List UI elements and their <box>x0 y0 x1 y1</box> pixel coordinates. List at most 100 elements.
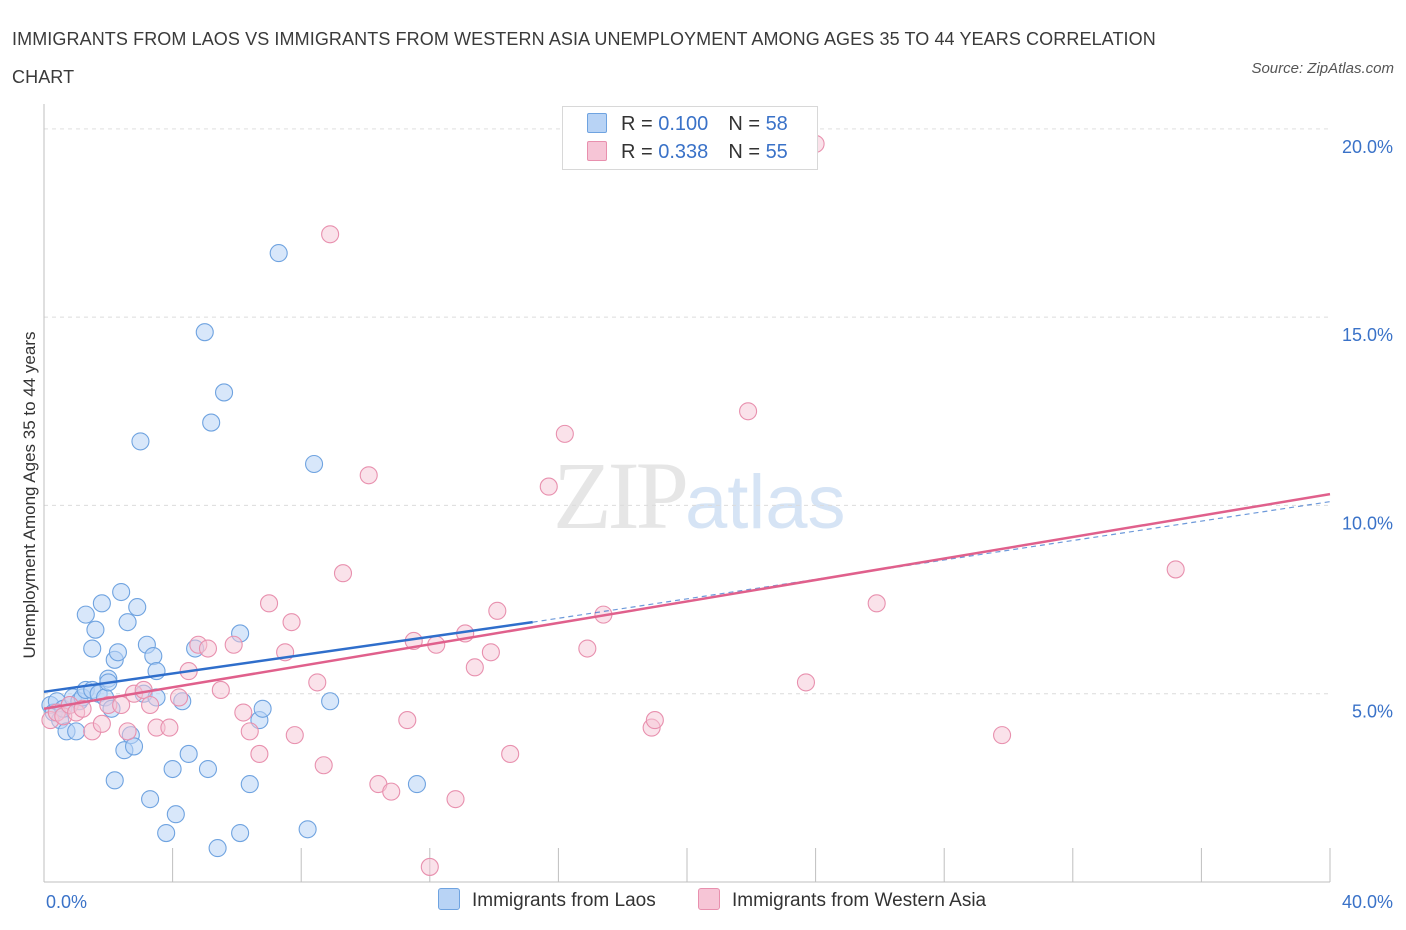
legend-row-western-asia: R = 0.338 N = 55 <box>587 141 788 165</box>
point-western-asia <box>308 673 327 692</box>
point-laos <box>86 620 105 639</box>
tick-labels: 5.0% 10.0% 15.0% 20.0% 0.0% 40.0% <box>46 137 1393 912</box>
y-tick-label: 20.0% <box>1342 137 1393 157</box>
point-western-asia <box>160 718 179 737</box>
legend-n-value-laos: 58 <box>765 113 788 135</box>
bottom-legend-label-western-asia: Immigrants from Western Asia <box>732 890 987 911</box>
point-western-asia <box>359 466 378 485</box>
point-western-asia <box>198 639 218 658</box>
point-western-asia <box>382 782 401 801</box>
series-laos-points <box>41 244 426 858</box>
point-laos <box>144 646 163 666</box>
point-laos <box>163 759 182 779</box>
point-laos <box>214 383 234 402</box>
trend-line-western-asia <box>43 492 1331 711</box>
point-laos <box>305 454 324 474</box>
point-laos <box>195 323 214 342</box>
point-western-asia <box>739 402 758 421</box>
point-laos <box>231 823 250 843</box>
point-western-asia <box>645 711 664 730</box>
point-laos <box>240 775 259 794</box>
point-laos <box>83 639 102 658</box>
point-western-asia <box>501 744 520 764</box>
point-laos <box>141 790 160 809</box>
point-western-asia <box>285 726 304 745</box>
point-western-asia <box>211 680 230 699</box>
legend-swatch-western-asia <box>587 141 607 161</box>
legend-n-value-western-asia: 55 <box>765 141 788 163</box>
point-western-asia <box>796 673 816 692</box>
legend-n-label-laos: N = <box>728 113 766 135</box>
bottom-legend-western-asia: Immigrants from Western Asia <box>698 888 986 912</box>
point-laos <box>157 823 176 843</box>
point-western-asia <box>555 424 574 443</box>
point-laos <box>202 413 221 432</box>
legend-r-value-western-asia: 0.338 <box>658 141 709 163</box>
bottom-legend-laos: Immigrants from Laos <box>438 888 656 912</box>
point-western-asia <box>333 564 353 583</box>
x-tick-label: 40.0% <box>1342 892 1393 912</box>
legend-r-value-laos: 0.100 <box>658 113 709 135</box>
point-laos <box>208 839 227 858</box>
point-western-asia <box>446 790 465 809</box>
grid-lines <box>44 128 1330 695</box>
point-western-asia <box>250 744 269 764</box>
series-western-asia-points <box>41 134 1185 876</box>
legend-row-laos: R = 0.100 N = 58 <box>587 113 788 137</box>
point-western-asia <box>539 477 558 496</box>
watermark: ZIPatlas <box>553 440 846 551</box>
point-western-asia <box>321 225 340 244</box>
point-western-asia <box>259 594 279 613</box>
point-western-asia <box>1166 560 1185 579</box>
point-western-asia <box>73 699 92 718</box>
bottom-legend-swatch-laos <box>438 888 460 910</box>
point-laos <box>407 775 426 794</box>
point-western-asia <box>578 639 597 658</box>
source-label: Source: ZipAtlas.com <box>1251 60 1394 77</box>
point-western-asia <box>867 594 886 613</box>
point-western-asia <box>993 726 1012 745</box>
bottom-legend-label-laos: Immigrants from Laos <box>472 890 656 911</box>
point-laos <box>179 744 198 764</box>
point-laos <box>67 722 86 741</box>
watermark-atlas: atlas <box>685 460 846 545</box>
bottom-legend-swatch-western-asia <box>698 888 720 910</box>
point-laos <box>105 771 124 790</box>
point-laos <box>92 594 111 613</box>
legend-r-label-laos: R = <box>621 113 659 135</box>
legend-swatch-laos <box>587 113 607 133</box>
point-laos <box>166 805 185 824</box>
point-western-asia <box>481 643 500 662</box>
point-laos <box>108 643 127 662</box>
legend: R = 0.100 N = 58 R = 0.338 N = 55 <box>562 106 818 170</box>
point-western-asia <box>92 714 111 733</box>
y-axis-label: Unemployment Among Ages 35 to 44 years <box>20 331 39 659</box>
point-laos <box>112 582 131 602</box>
point-western-asia <box>465 658 484 677</box>
point-western-asia <box>234 703 253 722</box>
trend-lines <box>43 492 1331 711</box>
point-western-asia <box>488 601 507 620</box>
point-laos <box>76 605 95 624</box>
point-laos <box>198 759 218 779</box>
point-laos <box>131 432 150 451</box>
point-laos <box>124 737 144 756</box>
point-laos <box>253 699 272 718</box>
point-laos <box>118 613 137 632</box>
point-western-asia <box>240 722 259 741</box>
point-laos <box>321 692 340 711</box>
y-tick-label: 10.0% <box>1342 513 1393 533</box>
y-tick-label: 5.0% <box>1352 702 1393 722</box>
watermark-zip: ZIP <box>553 442 689 549</box>
chart-title: IMMIGRANTS FROM LAOS VS IMMIGRANTS FROM … <box>12 29 1156 87</box>
point-western-asia <box>420 857 439 876</box>
axes <box>43 104 1331 883</box>
legend-r-label-western-asia: R = <box>621 141 659 163</box>
point-western-asia <box>169 688 189 707</box>
legend-n-label-western-asia: N = <box>728 141 766 163</box>
point-laos <box>269 244 288 263</box>
point-western-asia <box>141 695 160 715</box>
trend-line-laos <box>43 620 533 694</box>
point-western-asia <box>118 722 137 741</box>
point-western-asia <box>282 613 301 632</box>
